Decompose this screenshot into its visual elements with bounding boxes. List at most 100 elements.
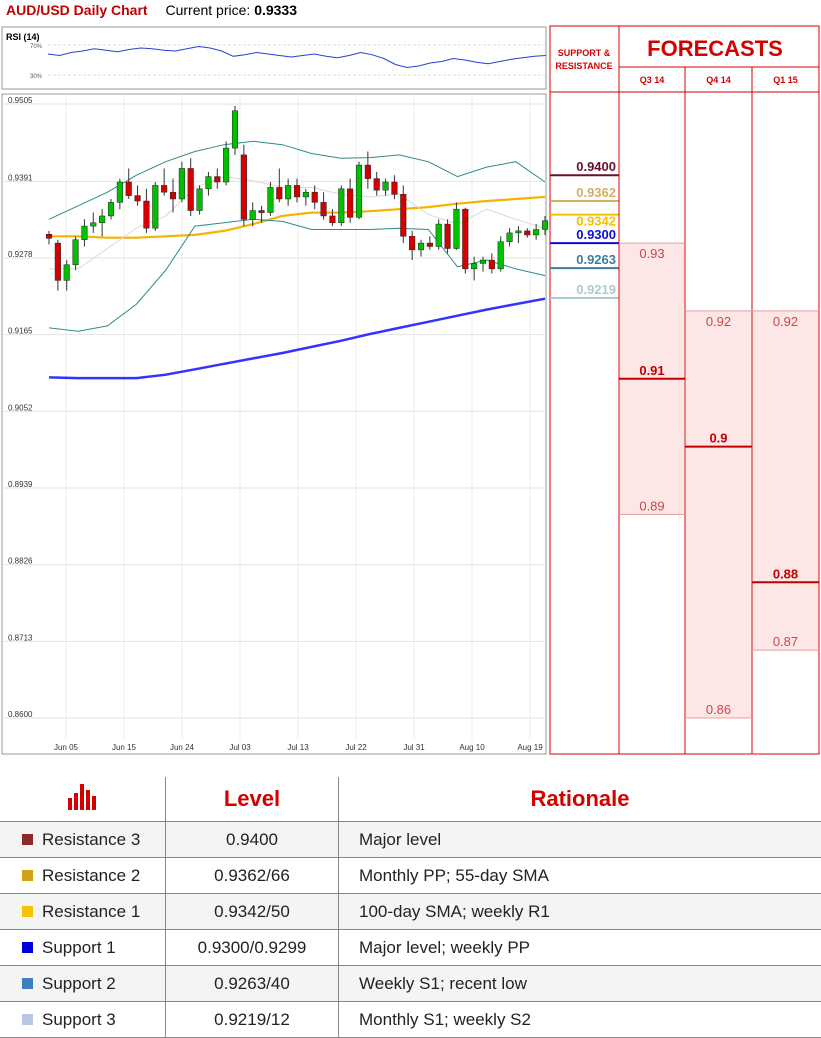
forecast-column: Q3 14 0.93 0.91 0.89: [619, 75, 685, 515]
table-row: Support 1 0.9300/0.9299 Major level; weekl…: [0, 929, 821, 966]
chart-area: RSI (14) 70% 30% 0.9505 0.9391 0.9278 0.9165…: [1, 25, 820, 755]
y-tick-label: 0.9052: [8, 403, 33, 412]
bar-chart-icon: [67, 784, 96, 810]
candle: [267, 182, 274, 216]
x-tick-label: Jun 15: [112, 743, 137, 752]
forecast-mid-label: 0.91: [639, 363, 664, 378]
table-row: Resistance 2 0.9362/66 Monthly PP; 55-day …: [0, 857, 821, 894]
candle: [116, 178, 123, 210]
sr-level: 0.9362: [550, 185, 619, 203]
forecast-column-label: Q4 14: [706, 75, 731, 85]
table-header-icon-cell: [0, 777, 166, 822]
y-tick-label: 0.9505: [8, 96, 33, 105]
overlay-line: [49, 195, 546, 239]
candle: [45, 230, 53, 245]
candle: [364, 151, 371, 189]
sr-level: 0.9400: [550, 159, 619, 177]
level-name: Resistance 2: [42, 865, 141, 885]
level-color-swatch: [22, 977, 33, 989]
forecast-mid-label: 0.88: [773, 566, 798, 581]
x-tick-label: Jul 22: [345, 743, 367, 752]
level-name-cell: Support 2: [0, 965, 166, 1002]
candle: [178, 161, 185, 203]
table-header-rationale: Rationale: [338, 777, 821, 822]
candle: [329, 209, 336, 227]
candle: [426, 236, 433, 250]
level-value: 0.9263/40: [165, 965, 339, 1002]
candle: [471, 256, 478, 281]
table-header-level: Level: [165, 777, 339, 822]
forecast-mid-label: 0.9: [709, 431, 727, 446]
candle: [338, 185, 345, 227]
chart-header: AUD/USD Daily Chart Current price: 0.933…: [6, 2, 297, 18]
level-name: Resistance 1: [42, 901, 141, 921]
y-tick-label: 0.9165: [8, 327, 33, 336]
y-tick-label: 0.9391: [8, 173, 33, 182]
sr-level-label: 0.9263: [576, 252, 616, 267]
level-color-swatch: [22, 905, 33, 917]
levels-table: Level Rationale Resistance 3 0.9400 Major …: [0, 777, 821, 1038]
y-tick-label: 0.9278: [8, 250, 33, 259]
candle: [276, 168, 283, 203]
candle: [90, 212, 97, 233]
candle: [400, 185, 407, 244]
price-value: 0.9333: [254, 2, 298, 18]
candle: [196, 185, 203, 215]
candle: [453, 202, 460, 250]
level-name: Resistance 3: [42, 829, 141, 849]
overlay-line: [48, 297, 546, 380]
candle: [249, 202, 256, 227]
chart-title: AUD/USD Daily Chart: [6, 2, 148, 18]
candle: [125, 168, 132, 199]
candle: [506, 228, 513, 247]
sr-level-label: 0.9400: [576, 159, 616, 174]
candle: [417, 239, 425, 257]
table-row: Support 3 0.9219/12 Monthly S1; weekly S2: [0, 1001, 821, 1038]
candle: [161, 168, 168, 196]
rsi-tick-label: 30%: [30, 74, 43, 80]
overlay-line: [48, 140, 546, 220]
level-name-cell: Resistance 2: [0, 857, 166, 894]
rsi-tick-label: 70%: [30, 44, 43, 50]
level-name-cell: Resistance 3: [0, 821, 166, 858]
forecast-high-label: 0.93: [639, 246, 664, 261]
candle: [524, 228, 531, 238]
level-value: 0.9342/50: [165, 893, 339, 930]
sr-level-label: 0.9300: [576, 227, 616, 242]
support-resistance-panel: SUPPORT & RESISTANCE 0.94000.93620.93420…: [549, 25, 620, 755]
x-tick-label: Aug 19: [517, 743, 543, 752]
candle: [355, 161, 363, 220]
forecasts-panel: FORECASTS Q3 14 0.93 0.91 0.89 Q4 14 0.92 0.9 0…: [618, 25, 820, 755]
candle: [134, 185, 141, 206]
candle: [320, 192, 327, 220]
candle: [169, 178, 177, 213]
price-label: Current price:: [165, 2, 251, 18]
candle: [63, 260, 70, 291]
candle: [444, 219, 451, 254]
level-value: 0.9300/0.9299: [165, 929, 339, 966]
forecast-column-label: Q3 14: [640, 75, 665, 85]
candle: [81, 219, 88, 247]
sr-level: 0.9300: [550, 227, 619, 245]
candle: [391, 175, 398, 199]
level-rationale: Monthly PP; 55-day SMA: [338, 857, 821, 894]
forecast-column-label: Q1 15: [773, 75, 798, 85]
x-tick-label: Jul 03: [229, 743, 251, 752]
candle: [99, 209, 106, 237]
x-tick-label: Aug 10: [459, 743, 485, 752]
forecast-column: Q4 14 0.92 0.9 0.86: [685, 75, 752, 719]
candle: [72, 236, 79, 271]
candle: [311, 185, 318, 210]
table-header-row: Level Rationale: [0, 777, 821, 822]
sr-level: 0.9219: [550, 282, 619, 300]
forecast-range: [686, 310, 751, 718]
rsi-title: RSI (14): [6, 32, 40, 42]
level-color-swatch: [22, 1013, 33, 1025]
candle: [479, 256, 487, 272]
x-tick-label: Jul 13: [287, 743, 309, 752]
sr-level: 0.9342: [550, 213, 619, 229]
sr-level-label: 0.9342: [576, 214, 616, 229]
rsi-line: [47, 45, 547, 69]
candle: [231, 106, 239, 155]
level-rationale: Major level: [338, 821, 821, 858]
